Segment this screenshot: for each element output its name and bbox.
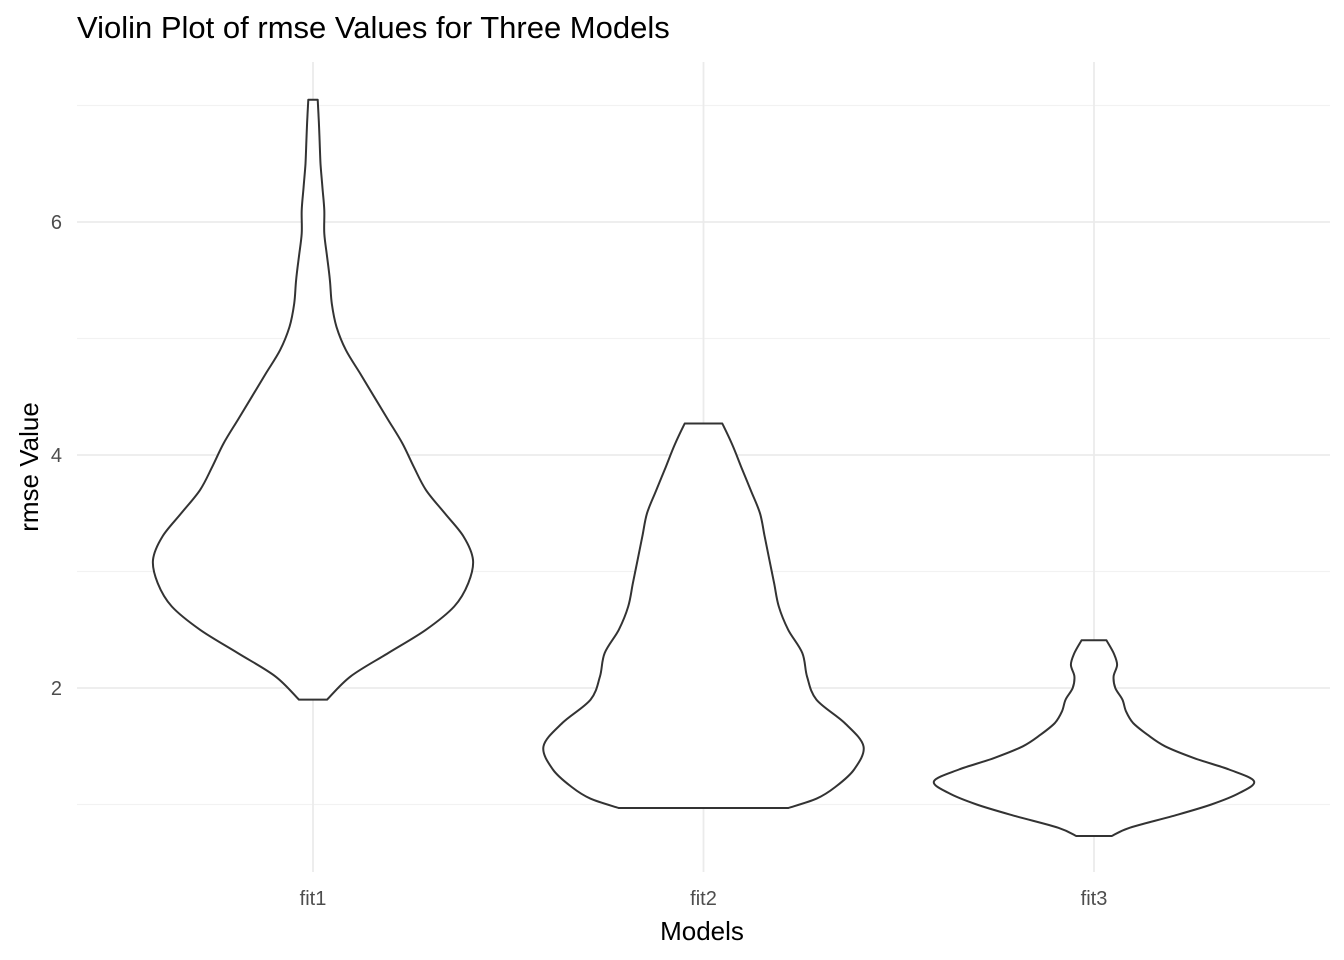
x-tick-label: fit3 [1081,888,1108,910]
y-tick-label: 2 [51,678,62,700]
violin-fit1 [151,98,475,701]
x-axis-title: Models [660,916,744,946]
y-tick-label: 4 [51,445,62,467]
violin-fit3 [932,639,1256,837]
chart-title: Violin Plot of rmse Values for Three Mod… [77,10,670,45]
y-tick-label: 6 [51,212,62,234]
x-tick-labels: fit1 fit2 fit3 [300,888,1108,910]
violin-fit2 [542,422,865,809]
x-tick-label: fit1 [300,888,327,910]
y-axis-title: rmse Value [14,402,44,532]
x-tick-label: fit2 [690,888,717,910]
y-tick-labels: 2 4 6 [51,212,62,700]
violins-group [151,98,1256,837]
